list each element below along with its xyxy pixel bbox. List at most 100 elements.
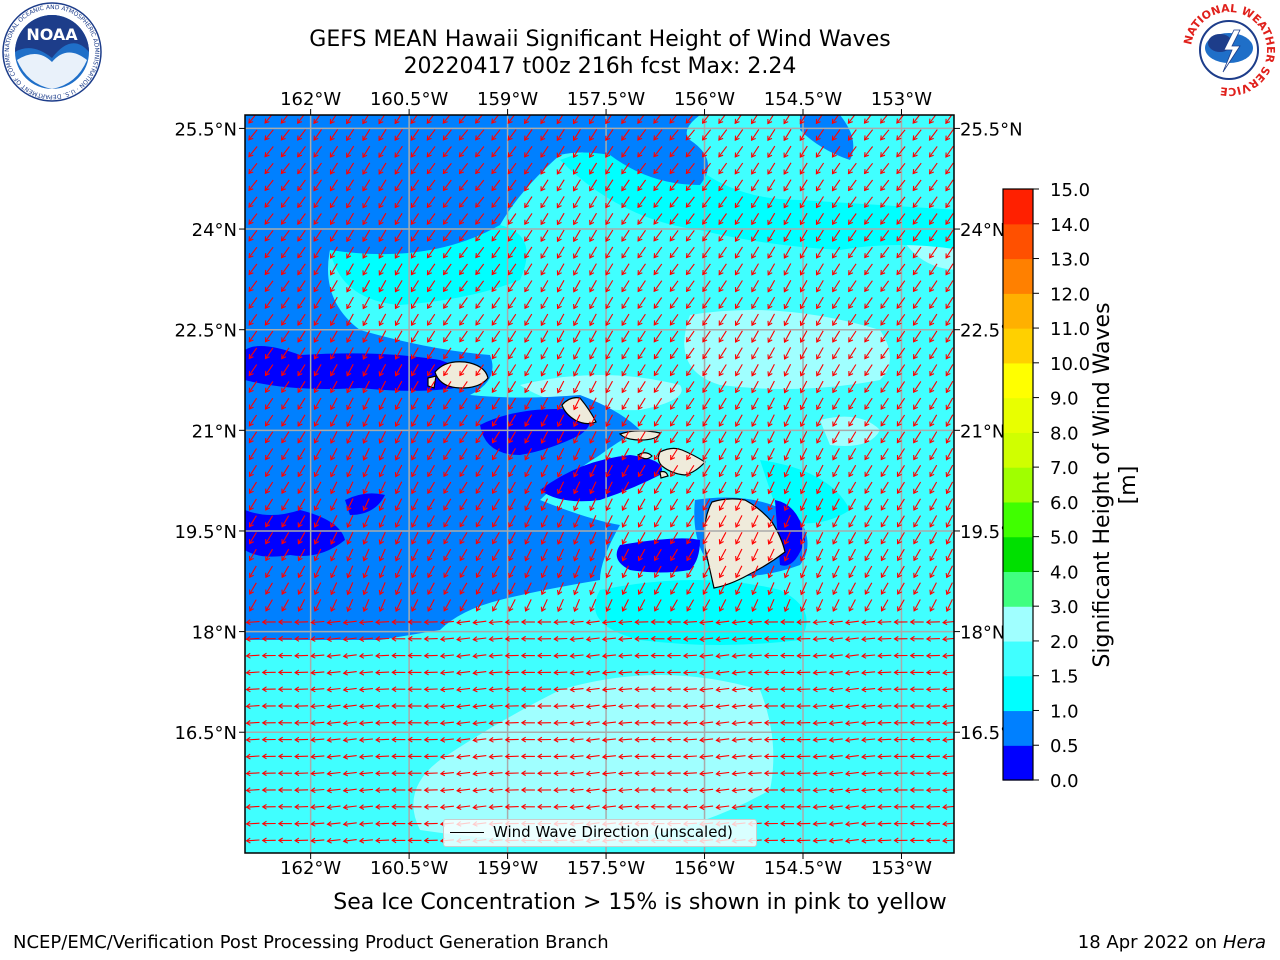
wind-arrow — [751, 515, 759, 528]
wind-arrow — [359, 738, 373, 741]
wind-arrow — [880, 364, 889, 376]
wind-arrow-head — [391, 753, 397, 760]
wind-arrow-head — [929, 236, 935, 242]
colorbar-swatch — [1003, 362, 1033, 399]
wind-arrow — [606, 582, 613, 595]
wind-arrow-head — [524, 606, 530, 612]
wind-arrow-head — [844, 837, 851, 844]
wind-arrow — [557, 280, 565, 292]
wind-arrow-head — [248, 421, 254, 427]
wind-arrow — [443, 381, 452, 393]
wind-arrow — [832, 330, 841, 343]
wind-arrow — [589, 115, 596, 124]
wind-arrow-head — [734, 202, 740, 209]
wind-arrow-head — [442, 219, 448, 225]
wind-arrow-head — [896, 438, 902, 444]
wind-arrow — [732, 771, 746, 775]
wind-arrow-head — [653, 455, 659, 461]
wind-arrow — [637, 246, 646, 259]
wind-arrow — [573, 196, 581, 208]
wind-arrow — [767, 179, 776, 192]
wind-arrow-head — [637, 522, 643, 528]
wind-arrow — [848, 263, 857, 275]
wind-arrow — [363, 431, 370, 444]
wind-arrow-head — [751, 253, 757, 259]
wind-arrow — [702, 115, 710, 124]
wind-arrow — [619, 637, 633, 640]
wind-arrow-head — [313, 539, 319, 545]
wind-arrow-head — [686, 387, 692, 394]
wind-arrow-head — [378, 404, 384, 411]
wind-arrow — [492, 465, 500, 477]
wind-arrow-head — [540, 472, 546, 478]
wind-arrow — [363, 565, 370, 578]
lat-label-left: 19.5°N — [174, 522, 237, 543]
wind-arrow-head — [718, 354, 724, 360]
wind-arrow-head — [362, 455, 368, 461]
wind-arrow-head — [909, 787, 915, 793]
wind-arrow-head — [832, 371, 838, 377]
wind-arrow — [848, 246, 857, 259]
wind-arrow — [297, 196, 306, 208]
wind-arrow-head — [443, 455, 449, 461]
wind-arrow-head — [556, 303, 562, 310]
wind-arrow-head — [277, 837, 283, 844]
wind-arrow-head — [796, 636, 802, 642]
wind-arrow — [621, 162, 630, 175]
wind-arrow-head — [378, 152, 384, 158]
wind-arrow — [832, 548, 840, 561]
wind-arrow — [816, 330, 824, 343]
wind-arrow — [702, 129, 712, 141]
wind-arrow-head — [362, 270, 368, 276]
wind-arrow-head — [763, 837, 770, 844]
wind-arrow-head — [929, 354, 935, 360]
wind-arrow-head — [520, 719, 526, 726]
wind-arrow-head — [718, 253, 724, 259]
wind-arrow-head — [650, 686, 656, 693]
wind-arrow — [427, 330, 436, 343]
wind-arrow-head — [540, 270, 546, 276]
wind-arrow-head — [880, 589, 886, 595]
wind-arrow-head — [313, 135, 319, 141]
wind-arrow — [653, 179, 663, 191]
wind-arrow-head — [378, 505, 384, 512]
wind-arrow — [281, 532, 290, 544]
wind-arrow — [246, 805, 260, 808]
wind-arrow-head — [621, 253, 627, 259]
wind-arrow — [443, 246, 452, 259]
wind-arrow — [605, 246, 614, 259]
wind-arrow-head — [731, 753, 737, 760]
wind-arrow — [362, 330, 370, 343]
wind-arrow-head — [666, 736, 672, 743]
wind-arrow — [929, 464, 938, 477]
wind-arrow-head — [524, 505, 530, 511]
wind-arrow — [573, 515, 581, 528]
wind-arrow — [246, 621, 260, 623]
wind-arrow — [816, 447, 824, 461]
wind-arrow-head — [735, 522, 741, 528]
wind-arrow-head — [847, 219, 854, 225]
wind-arrow — [489, 671, 503, 674]
wind-arrow-head — [265, 421, 270, 427]
wind-arrow — [767, 115, 774, 124]
wind-arrow-head — [248, 286, 254, 293]
wind-arrow-head — [265, 606, 271, 612]
wind-arrow-head — [264, 320, 270, 326]
wind-arrow-head — [426, 270, 432, 276]
wind-arrow — [864, 230, 873, 242]
lat-label-left: 16.5°N — [174, 723, 237, 744]
wind-arrow-head — [731, 669, 737, 676]
wind-arrow — [700, 788, 714, 792]
wind-arrow — [734, 196, 744, 208]
wind-arrow-head — [945, 572, 951, 579]
wind-arrow-head — [812, 736, 818, 743]
wind-arrow-head — [783, 573, 790, 579]
wind-arrow — [363, 447, 370, 461]
wind-arrow — [638, 464, 646, 477]
wind-arrow — [508, 582, 516, 595]
wind-arrow — [912, 115, 921, 124]
wind-arrow-head — [816, 354, 822, 360]
wind-arrow — [815, 145, 825, 158]
wind-arrow-head — [685, 303, 692, 309]
wind-arrow — [362, 380, 370, 393]
